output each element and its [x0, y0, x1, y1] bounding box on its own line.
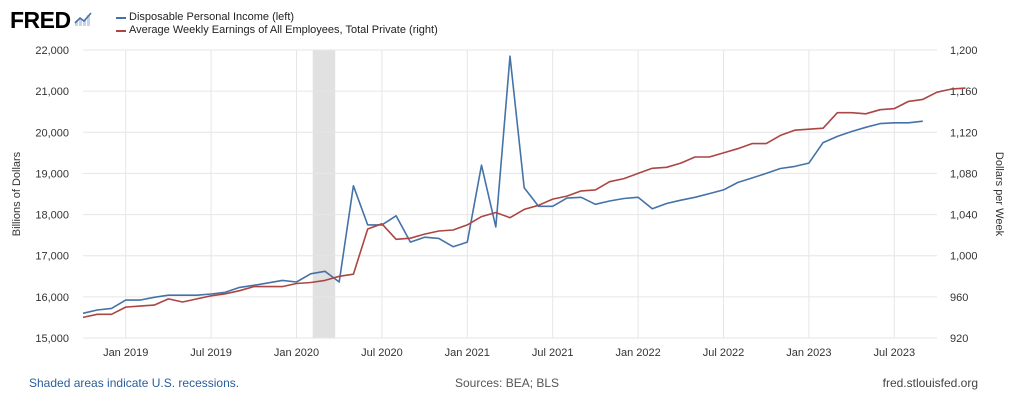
x-tick-label: Jul 2019	[190, 347, 232, 359]
site-link[interactable]: fred.stlouisfed.org	[882, 376, 978, 390]
x-tick-label: Jul 2022	[703, 347, 745, 359]
y-right-tick-label: 960	[950, 292, 968, 304]
y-right-tick-label: 1,120	[950, 127, 978, 139]
x-tick-label: Jan 2022	[615, 347, 660, 359]
y-left-tick-label: 22,000	[35, 45, 69, 57]
recession-shade	[312, 50, 336, 338]
sources-text: Sources: BEA; BLS	[455, 376, 560, 390]
x-tick-label: Jan 2023	[786, 347, 831, 359]
legend-swatch-dpi	[116, 17, 126, 19]
x-tick-label: Jul 2021	[532, 347, 574, 359]
y-left-tick-label: 16,000	[35, 292, 69, 304]
y-right-tick-label: 1,000	[950, 251, 978, 263]
x-tick-label: Jan 2019	[103, 347, 148, 359]
recession-note[interactable]: Shaded areas indicate U.S. recessions.	[29, 376, 240, 390]
fred-logo-chart-icon	[74, 11, 94, 27]
y-left-axis-title: Billions of Dollars	[11, 151, 23, 236]
y-left-tick-label: 21,000	[35, 86, 69, 98]
y-right-axis-title: Dollars per Week	[993, 152, 1005, 237]
x-tick-label: Jan 2020	[274, 347, 319, 359]
x-tick-label: Jan 2021	[445, 347, 490, 359]
fred-logo[interactable]: FRED	[10, 7, 71, 33]
x-tick-label: Jul 2023	[874, 347, 916, 359]
series-line-weekly-earnings	[82, 87, 966, 319]
legend-swatch-awe	[116, 30, 126, 32]
y-left-tick-label: 19,000	[35, 168, 69, 180]
y-left-tick-label: 15,000	[35, 333, 69, 345]
legend-label-dpi: Disposable Personal Income (left)	[129, 11, 295, 23]
x-tick-label: Jul 2020	[361, 347, 403, 359]
y-right-tick-label: 1,040	[950, 210, 978, 222]
y-left-tick-label: 20,000	[35, 127, 69, 139]
y-left-tick-label: 18,000	[35, 210, 69, 222]
y-right-tick-label: 1,080	[950, 168, 978, 180]
y-right-tick-label: 920	[950, 333, 968, 345]
legend-label-awe: Average Weekly Earnings of All Employees…	[129, 24, 438, 36]
y-left-tick-label: 17,000	[35, 251, 69, 263]
y-right-tick-label: 1,200	[950, 45, 978, 57]
series-line-disposable-income	[82, 55, 923, 315]
